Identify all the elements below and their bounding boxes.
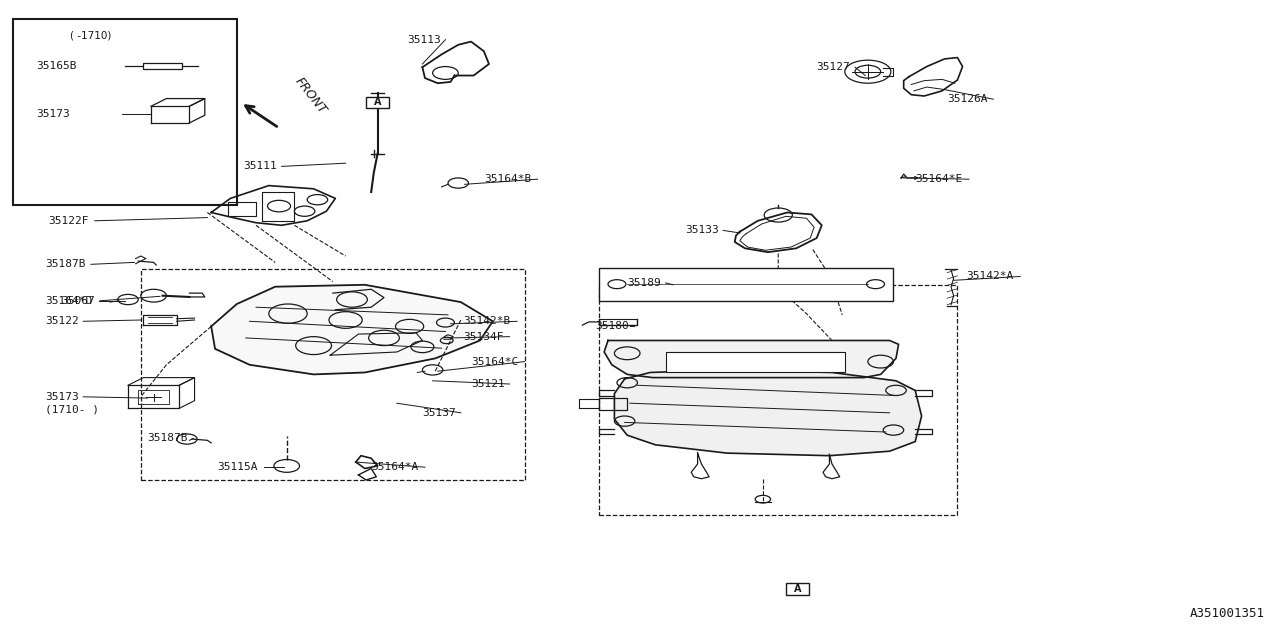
Text: 35115A: 35115A [218, 462, 259, 472]
Text: 35067: 35067 [61, 296, 95, 306]
Text: A: A [374, 97, 381, 108]
Text: 35122: 35122 [45, 316, 78, 326]
Text: 35189: 35189 [627, 278, 660, 288]
Text: (1710- ): (1710- ) [45, 404, 99, 415]
Bar [599, 268, 893, 301]
Bar [366, 97, 389, 108]
Polygon shape [604, 340, 899, 378]
Text: 35180: 35180 [595, 321, 628, 332]
Text: A: A [794, 584, 801, 594]
Text: 35165B: 35165B [36, 61, 77, 71]
Text: 35164*A: 35164*A [371, 462, 419, 472]
Text: 35134F: 35134F [463, 332, 504, 342]
Text: 35113: 35113 [407, 35, 440, 45]
Text: 35187B: 35187B [147, 433, 188, 444]
Bar [599, 285, 957, 515]
Text: FRONT: FRONT [292, 75, 329, 116]
Bar [13, 19, 237, 205]
Bar [786, 583, 809, 595]
Polygon shape [614, 370, 922, 456]
Text: A351001351: A351001351 [1189, 607, 1265, 620]
Bar [666, 352, 845, 372]
Text: 35127: 35127 [817, 62, 850, 72]
Text: 35173: 35173 [45, 392, 78, 402]
Text: 35137: 35137 [422, 408, 456, 418]
Text: 35164*D: 35164*D [45, 296, 92, 306]
Polygon shape [211, 285, 493, 374]
Text: 35173: 35173 [36, 109, 69, 119]
Text: 35126A: 35126A [947, 94, 988, 104]
Text: 35142*A: 35142*A [966, 271, 1014, 282]
Text: 35122F: 35122F [49, 216, 90, 226]
Bar [141, 269, 525, 480]
Text: 35187B: 35187B [45, 259, 86, 269]
Text: 35164*B: 35164*B [484, 174, 531, 184]
Bar [143, 63, 182, 69]
Text: 35133: 35133 [685, 225, 718, 236]
Text: 35142*B: 35142*B [463, 316, 511, 326]
Text: 35111: 35111 [243, 161, 276, 172]
Text: ( -1710): ( -1710) [70, 30, 111, 40]
Text: 35121: 35121 [471, 379, 504, 389]
Text: 35164*E: 35164*E [915, 174, 963, 184]
Text: 35164*C: 35164*C [471, 356, 518, 367]
